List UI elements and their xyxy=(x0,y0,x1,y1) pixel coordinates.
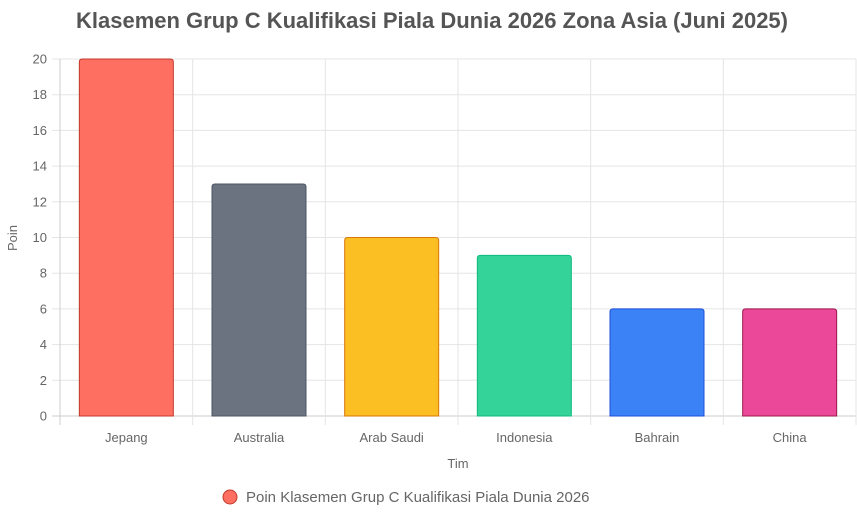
bar-indonesia xyxy=(476,254,572,417)
y-tick-label: 6 xyxy=(40,301,47,316)
x-tick-label: Bahrain xyxy=(635,430,680,445)
legend[interactable]: Poin Klasemen Grup C Kualifikasi Piala D… xyxy=(222,489,590,506)
x-tick-label: Indonesia xyxy=(496,430,553,445)
bars xyxy=(78,58,838,417)
bar-bahrain xyxy=(609,308,705,417)
y-tick-label: 16 xyxy=(33,123,47,138)
bar-australia xyxy=(211,183,307,417)
x-axis-ticks: Jepang Australia Arab Saudi Indonesia Bahrai… xyxy=(105,430,807,445)
y-axis-ticks: 0 2 4 6 8 10 12 14 16 18 20 xyxy=(33,52,47,424)
x-axis-label: Tim xyxy=(447,456,468,471)
x-tick-label: Australia xyxy=(234,430,285,445)
y-tick-label: 0 xyxy=(40,409,47,424)
legend-marker xyxy=(222,489,238,505)
y-tick-label: 10 xyxy=(33,230,47,245)
bar-china xyxy=(742,308,838,417)
y-axis-label: Poin xyxy=(5,225,20,251)
chart-title: Klasemen Grup C Kualifikasi Piala Dunia … xyxy=(76,8,788,33)
legend-label: Poin Klasemen Grup C Kualifikasi Piala D… xyxy=(246,489,590,506)
grid xyxy=(52,58,857,425)
y-tick-label: 20 xyxy=(33,52,47,67)
y-tick-label: 18 xyxy=(33,87,47,102)
bar-arab-saudi xyxy=(344,237,440,417)
y-tick-label: 14 xyxy=(33,159,47,174)
y-tick-label: 12 xyxy=(33,194,47,209)
x-tick-label: Jepang xyxy=(105,430,148,445)
y-tick-label: 4 xyxy=(40,337,47,352)
y-tick-label: 2 xyxy=(40,373,47,388)
bar-jepang xyxy=(78,58,174,417)
x-tick-label: China xyxy=(773,430,808,445)
y-tick-label: 8 xyxy=(40,266,47,281)
x-tick-label: Arab Saudi xyxy=(360,430,424,445)
